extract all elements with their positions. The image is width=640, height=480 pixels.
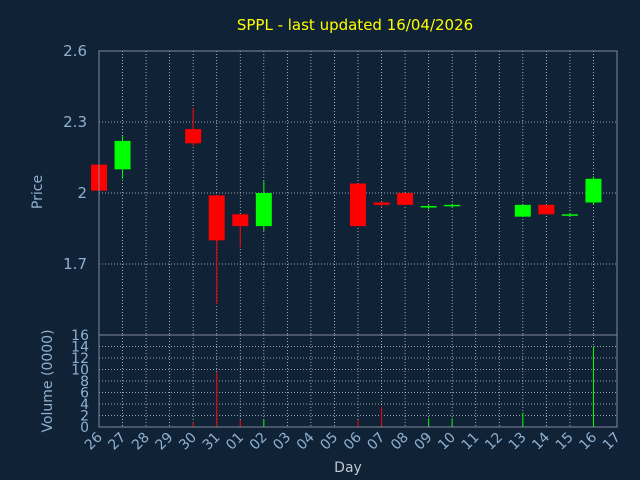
candle-body	[350, 183, 366, 227]
candle-body	[255, 193, 272, 227]
chart-title: SPPL - last updated 16/04/2026	[237, 16, 473, 34]
price-tick-label: 2.6	[63, 42, 87, 60]
candle-body	[373, 202, 390, 205]
volume-tick-label: 16	[71, 328, 89, 344]
x-axis-label: Day	[334, 460, 362, 476]
axes	[98, 50, 618, 428]
candle-body	[208, 195, 225, 241]
price-tick-label: 2	[77, 184, 87, 202]
volume-tick-label: 2	[80, 409, 89, 425]
volume-tick-label: 6	[80, 386, 89, 402]
candle-body	[420, 206, 437, 208]
volume-tick-label: 0	[80, 420, 89, 436]
volume-tick-label: 14	[71, 340, 89, 356]
volume-axis-label: Volume (0000)	[40, 329, 56, 432]
volume-panel-frame	[98, 334, 618, 428]
candle-body	[397, 193, 414, 205]
candle-body	[232, 214, 249, 227]
candle-body	[185, 129, 202, 144]
candle-body	[585, 178, 602, 203]
candle-body	[114, 140, 131, 170]
price-tick-label: 2.3	[63, 113, 87, 131]
candle-body	[538, 204, 555, 215]
volume-tick-label: 8	[80, 374, 89, 390]
candle-body	[561, 214, 578, 216]
volume-tick-label: 4	[80, 397, 89, 413]
volume-tick-label: 12	[71, 351, 89, 367]
volume-tick-label: 10	[71, 363, 89, 379]
price-candles	[91, 107, 602, 305]
price-axis-label: Price	[30, 175, 46, 209]
candle-body	[444, 204, 461, 207]
candle-body	[514, 204, 531, 217]
price-tick-label: 1.7	[63, 255, 87, 273]
volume-bars	[192, 346, 594, 427]
